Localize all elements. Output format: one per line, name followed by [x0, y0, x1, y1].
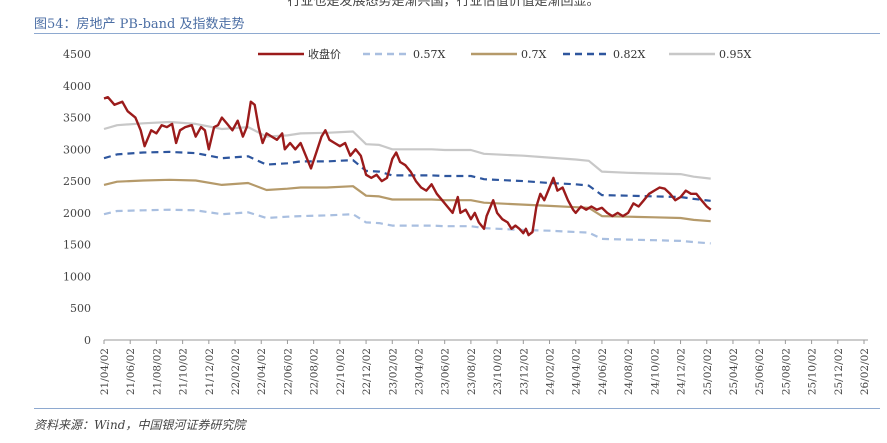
x-tick-label: 23/12/02: [518, 348, 530, 395]
x-tick-label: 23/06/02: [440, 348, 452, 395]
x-tick-label: 24/02/02: [545, 348, 557, 395]
series-layer: [103, 96, 712, 245]
legend-label-close: 收盘价: [308, 47, 341, 61]
x-tick-label: 24/06/02: [597, 348, 609, 395]
series-line-b095: [103, 120, 711, 180]
x-tick-label: 23/04/02: [413, 348, 425, 395]
x-tick-label: 23/08/02: [466, 348, 478, 395]
x-tick-label: 21/08/02: [151, 348, 163, 395]
x-tick-label: 25/12/02: [833, 348, 845, 395]
series-line-b057: [103, 208, 711, 245]
y-tick-label: 4000: [63, 80, 91, 93]
x-tick-label: 21/10/02: [178, 348, 190, 395]
x-tick-label: 23/02/02: [387, 348, 399, 395]
figure-title: 图54：房地产 PB-band 及指数走势: [34, 17, 245, 32]
y-tick-label: 2000: [63, 207, 91, 220]
y-tick-label: 1000: [63, 270, 91, 283]
x-tick-label: 25/10/02: [807, 348, 819, 395]
series-line-b07: [103, 178, 711, 223]
x-tick-label: 24/04/02: [571, 348, 583, 395]
y-tick-label: 4500: [63, 48, 91, 61]
y-tick-label: 2500: [63, 175, 91, 188]
x-tick-label: 24/12/02: [676, 348, 688, 395]
x-tick-label: 22/08/02: [309, 348, 321, 395]
legend-label-b082: 0.82X: [613, 48, 645, 61]
y-tick-label: 0: [84, 334, 91, 347]
series-line-close: [103, 96, 712, 237]
y-tick-label: 1500: [63, 239, 91, 252]
y-tick-label: 500: [70, 302, 91, 315]
legend-label-b057: 0.57X: [413, 48, 445, 61]
legend: 收盘价 0.57X 0.7X 0.82X 0.95X: [258, 47, 751, 61]
legend-label-b07: 0.7X: [521, 48, 546, 61]
source-note: 资料来源：Wind，中国银河证券研究院: [34, 418, 246, 432]
x-tick-label: 22/04/02: [256, 348, 268, 395]
series-line-b082: [103, 150, 711, 202]
x-tick-label: 22/02/02: [230, 348, 242, 395]
x-tick-label: 21/06/02: [125, 348, 137, 395]
x-tick-label: 21/12/02: [204, 348, 216, 395]
x-tick-label: 24/10/02: [649, 348, 661, 395]
cropped-top-text: 行业也是发展态势是渐兴国，行业估值价值是渐回显。: [287, 0, 600, 9]
title-divider: [34, 33, 880, 34]
x-tick-label: 24/08/02: [623, 348, 635, 395]
x-tick-label: 25/04/02: [728, 348, 740, 395]
legend-label-b095: 0.95X: [719, 48, 751, 61]
x-tick-label: 21/04/02: [99, 348, 111, 395]
pb-band-chart: 0 500 1000 1500 2000 2500 3000 3500 4000 4500 21/0…: [63, 47, 871, 395]
x-tick-label: 25/02/02: [702, 348, 714, 395]
y-tick-label: 3500: [63, 112, 91, 125]
x-tick-label: 23/10/02: [492, 348, 504, 395]
x-tick-label: 25/08/02: [780, 348, 792, 395]
x-tick-label: 22/10/02: [335, 348, 347, 395]
footer-divider: [34, 408, 880, 409]
axes: 0 500 1000 1500 2000 2500 3000 3500 4000 4500 21/0…: [63, 48, 871, 395]
y-tick-label: 3000: [63, 143, 91, 156]
x-tick-label: 26/02/02: [859, 348, 871, 395]
x-tick-label: 25/06/02: [754, 348, 766, 395]
x-tick-label: 22/12/02: [361, 348, 373, 395]
x-tick-label: 22/06/02: [282, 348, 294, 395]
